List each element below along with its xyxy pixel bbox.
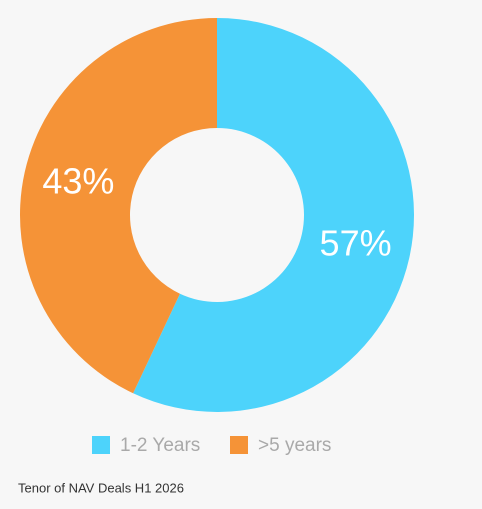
legend-swatch bbox=[92, 436, 110, 454]
legend-label: 1-2 Years bbox=[120, 435, 200, 456]
donut-slice bbox=[133, 18, 415, 412]
legend-label: >5 years bbox=[258, 435, 331, 456]
legend-swatch bbox=[230, 436, 248, 454]
value-label: 57% bbox=[320, 222, 392, 263]
value-label: 43% bbox=[42, 161, 114, 202]
caption: Tenor of NAV Deals H1 2026 bbox=[18, 480, 184, 495]
donut-slice bbox=[20, 18, 217, 394]
